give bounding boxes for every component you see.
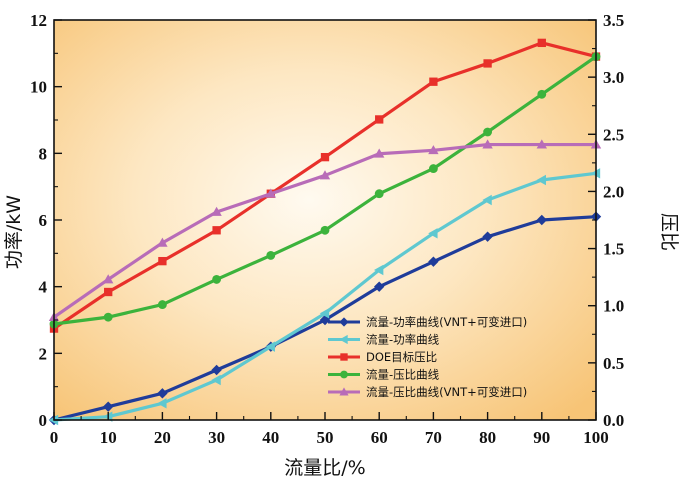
y-right-axis-title: 压比: [658, 213, 680, 251]
data-point: [483, 127, 493, 137]
data-point: [374, 148, 385, 158]
x-tick-label: 80: [479, 428, 496, 447]
y-left-ticks: 0 2 4 6 8 10 12: [30, 11, 62, 430]
legend-label: 流量-功率曲线: [366, 333, 440, 347]
y-left-axis-title: 功率/kW: [3, 195, 25, 269]
data-point: [157, 388, 168, 399]
data-point: [212, 226, 221, 235]
y-right-tick-label: 2.5: [603, 125, 624, 144]
y-right-tick-label: 2.0: [603, 182, 624, 201]
y-right-tick-label: 3.5: [603, 11, 624, 30]
legend-marker: [339, 387, 349, 396]
data-point: [482, 231, 493, 242]
data-point: [157, 300, 167, 309]
data-point: [483, 59, 492, 68]
x-tick-label: 0: [50, 428, 59, 447]
y-right-tick-label: 0.0: [603, 411, 624, 430]
y-right-tick-label: 3.0: [603, 68, 624, 87]
data-point: [428, 228, 438, 239]
data-point: [266, 251, 276, 260]
data-point: [265, 188, 276, 198]
y-left-tick-label: 8: [39, 144, 48, 163]
data-point: [375, 115, 384, 124]
x-tick-label: 40: [262, 428, 279, 447]
data-point: [157, 398, 167, 409]
x-tick-label: 50: [317, 428, 334, 447]
series-layer: [48, 38, 602, 426]
data-point: [103, 312, 113, 322]
data-point: [537, 89, 547, 99]
x-tick-label: 90: [533, 428, 550, 447]
data-point: [429, 77, 438, 86]
data-point: [211, 364, 222, 376]
x-ticks: 0 10 20 30 40 50 60 70 80 90 100: [50, 412, 609, 447]
data-point: [428, 256, 439, 267]
x-tick-label: 20: [154, 428, 171, 447]
y-right-ticks: 0.0 0.5 1.0 1.5 2.0 2.5 3.0 3.5: [588, 11, 624, 430]
data-point: [482, 139, 493, 149]
data-point: [212, 275, 222, 284]
data-point: [374, 281, 385, 292]
legend-marker: [340, 370, 348, 379]
data-point: [211, 206, 222, 216]
legend-marker: [339, 317, 349, 327]
x-tick-label: 100: [583, 428, 609, 447]
legend-label: 流量-压比曲线(VNT+可变进口): [366, 385, 527, 399]
data-point: [103, 274, 114, 284]
data-point: [536, 214, 547, 226]
x-tick-label: 10: [100, 428, 117, 447]
data-point: [211, 374, 221, 386]
legend: 流量-功率曲线(VNT+可变进口) 流量-功率曲线 DOE目标压比流量-压比曲线流量…: [328, 315, 527, 399]
plot-background: [54, 20, 596, 420]
legend-label: 流量-功率曲线(VNT+可变进口): [366, 315, 527, 329]
series-4: [49, 52, 601, 329]
y-right-tick-label: 0.5: [603, 354, 624, 373]
data-point: [536, 174, 546, 186]
y-right-tick-label: 1.5: [603, 240, 624, 259]
data-point: [104, 287, 113, 297]
data-point: [319, 170, 331, 180]
legend-label: 流量-压比曲线: [366, 368, 440, 382]
data-point: [157, 237, 168, 247]
y-left-tick-label: 0: [39, 411, 48, 430]
data-point: [158, 256, 167, 266]
data-point: [103, 401, 114, 412]
legend-label: DOE目标压比: [366, 350, 437, 364]
y-left-tick-label: 10: [30, 78, 47, 97]
data-point: [320, 152, 330, 162]
legend-marker: [340, 353, 348, 361]
x-axis-title: 流量比/%: [284, 457, 365, 479]
series-1: [48, 211, 602, 426]
legend-marker: [339, 334, 348, 345]
legend-item: 流量-功率曲线(VNT+可变进口): [328, 315, 527, 329]
data-point: [374, 264, 384, 276]
data-point: [537, 38, 546, 48]
y-left-tick-label: 2: [39, 344, 48, 363]
y-left-tick-label: 4: [39, 278, 48, 297]
data-point: [374, 189, 384, 199]
data-point: [428, 145, 439, 155]
data-point: [428, 164, 438, 173]
x-tick-label: 70: [425, 428, 442, 447]
x-tick-label: 60: [371, 428, 388, 447]
y-left-tick-label: 12: [30, 11, 47, 30]
data-point: [265, 341, 275, 352]
data-point: [536, 139, 547, 149]
x-tick-label: 30: [208, 428, 225, 447]
legend-item: 流量-压比曲线(VNT+可变进口): [328, 385, 527, 399]
data-point: [482, 194, 492, 206]
legend-item: 流量-功率曲线: [328, 333, 440, 347]
legend-item: 流量-压比曲线: [328, 368, 440, 382]
data-point: [319, 308, 330, 319]
y-left-tick-label: 6: [39, 211, 48, 230]
y-right-tick-label: 1.0: [603, 297, 624, 316]
legend-item: DOE目标压比: [328, 350, 437, 364]
data-point: [320, 225, 330, 235]
